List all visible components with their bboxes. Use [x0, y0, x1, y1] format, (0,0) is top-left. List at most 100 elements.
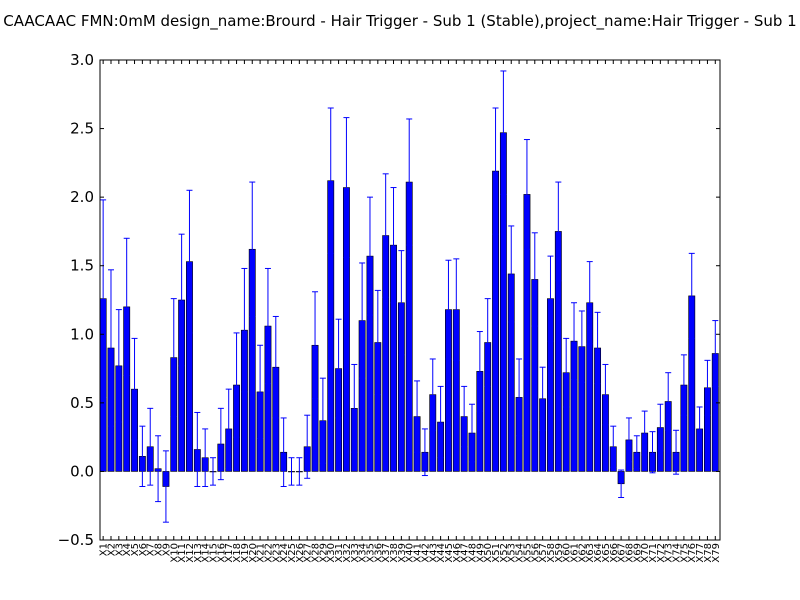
error-bar	[421, 428, 428, 477]
x-tick-label: X33	[350, 543, 361, 563]
error-bar	[563, 337, 570, 408]
x-tick-label: X39	[397, 543, 408, 563]
x-tick-label: X59	[554, 543, 565, 563]
x-tick-label: X29	[318, 543, 329, 563]
x-tick-label: X3	[114, 543, 125, 556]
error-bar	[147, 407, 154, 486]
x-tick-label: X44	[436, 543, 447, 563]
error-bar	[539, 366, 546, 431]
x-tick-label: X48	[468, 543, 479, 563]
error-bar	[123, 237, 130, 376]
x-tick-label: X57	[538, 543, 549, 563]
x-axis: X1X2X3X4X5X6X7X8X9X10X11X12X13X14X15X16X…	[99, 60, 722, 563]
x-tick-label: X8	[154, 543, 165, 556]
x-tick-label: X41	[413, 543, 424, 563]
x-tick-label: X7	[146, 543, 157, 556]
error-bar	[319, 377, 326, 464]
x-tick-label: X20	[248, 543, 259, 563]
x-tick-label: X38	[389, 543, 400, 563]
x-tick-label: X36	[373, 543, 384, 563]
x-tick-label: X77	[695, 543, 706, 563]
x-tick-label: X32	[342, 543, 353, 563]
error-bar	[531, 232, 538, 327]
x-tick-label: X26	[295, 543, 306, 563]
x-tick-label: X76	[687, 543, 698, 563]
x-tick-label: X37	[381, 543, 392, 563]
x-tick-label: X6	[138, 543, 149, 556]
y-tick-label: −0.5	[58, 531, 94, 549]
error-bar	[178, 233, 185, 367]
error-bar	[492, 107, 499, 235]
x-tick-label: X2	[106, 543, 117, 556]
x-tick-label: X31	[334, 543, 345, 563]
error-bar	[343, 117, 350, 258]
x-tick-label: X78	[703, 543, 714, 563]
error-bar	[233, 332, 240, 438]
x-tick-label: X60	[562, 543, 573, 563]
x-tick-label: X74	[672, 543, 683, 563]
error-bar	[469, 403, 475, 463]
x-tick-label: X22	[263, 543, 274, 563]
error-bar	[508, 225, 515, 323]
error-bar	[162, 450, 169, 523]
error-bar	[202, 428, 209, 488]
x-tick-label: X11	[177, 543, 188, 563]
x-tick-label: X65	[601, 543, 612, 563]
x-tick-label: X49	[475, 543, 486, 563]
error-bar	[398, 250, 405, 356]
error-bar	[100, 199, 107, 398]
y-tick-label: 1.5	[70, 257, 94, 275]
x-tick-label: X64	[593, 543, 604, 563]
error-bar	[500, 70, 507, 195]
error-bar	[578, 310, 585, 383]
x-tick-label: X18	[232, 543, 243, 563]
x-tick-label: X54	[515, 543, 526, 563]
x-tick-label: X69	[632, 543, 643, 563]
error-bar	[351, 363, 358, 453]
x-tick-label: X66	[609, 543, 620, 563]
error-bar	[257, 344, 264, 440]
x-tick-label: X55	[522, 543, 533, 563]
error-bar	[484, 298, 491, 387]
x-tick-label: X14	[201, 543, 212, 563]
x-tick-label: X72	[656, 543, 667, 563]
y-tick-label: 2.5	[70, 120, 94, 138]
error-bar	[280, 417, 287, 488]
x-tick-label: X40	[405, 543, 416, 563]
error-bar	[649, 431, 656, 474]
x-tick-label: X19	[240, 543, 251, 563]
x-tick-label: X25	[287, 543, 298, 563]
x-tick-label: X70	[640, 543, 651, 563]
error-bar	[665, 372, 672, 431]
error-bar	[304, 414, 311, 479]
error-bar	[374, 289, 381, 396]
error-bar	[107, 269, 114, 427]
x-tick-label: X15	[209, 543, 220, 563]
x-tick-label: X24	[279, 543, 290, 563]
x-tick-label: X27	[303, 543, 314, 563]
error-bar	[139, 425, 146, 488]
plot-frame	[99, 59, 721, 541]
x-tick-label: X67	[617, 543, 628, 563]
error-bar	[610, 425, 617, 468]
error-bar	[327, 107, 334, 254]
error-bar	[272, 315, 279, 419]
x-tick-label: X62	[577, 543, 588, 563]
x-tick-label: X51	[491, 543, 502, 563]
error-bar	[359, 262, 366, 379]
error-bar	[688, 252, 695, 339]
x-tick-label: X35	[365, 543, 376, 563]
error-bar	[335, 318, 342, 419]
error-bar	[406, 118, 413, 246]
x-tick-label: X45	[444, 543, 455, 563]
error-bar	[194, 411, 201, 488]
x-tick-label: X58	[546, 543, 557, 563]
error-bar	[696, 406, 703, 452]
error-bar	[704, 359, 711, 416]
x-tick-label: X71	[648, 543, 659, 563]
y-tick-label: 1.0	[70, 325, 94, 343]
x-tick-label: X52	[499, 543, 510, 563]
error-bar	[288, 457, 295, 486]
error-bar	[641, 410, 648, 456]
x-tick-label: X53	[507, 543, 518, 563]
